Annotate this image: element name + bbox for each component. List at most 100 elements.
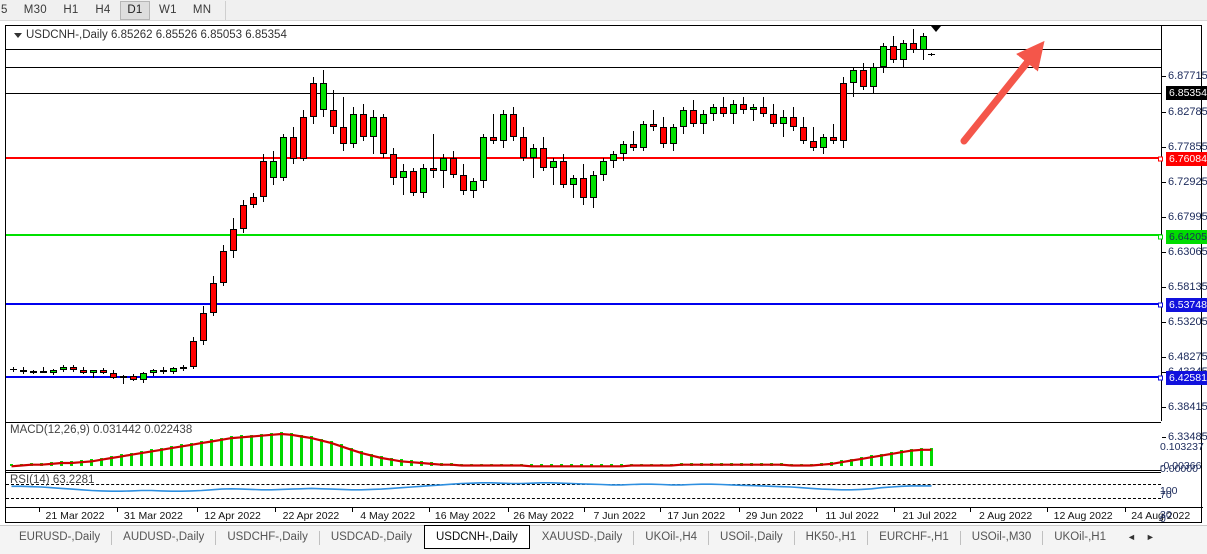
tab-separator	[111, 531, 113, 545]
candle-body	[760, 107, 767, 114]
candle-body	[680, 110, 687, 128]
candle-body	[610, 154, 617, 162]
candle-body	[460, 174, 467, 192]
price-level-line-6.76084[interactable]	[6, 157, 1161, 159]
timeframe-button-m30[interactable]: M30	[23, 4, 47, 16]
candle-wick	[783, 110, 784, 138]
chart-tab-eurusd--daily[interactable]: EURUSD-,Daily	[19, 531, 101, 543]
candlestick	[630, 26, 637, 421]
price-tick	[1162, 407, 1166, 408]
price-tick	[1162, 182, 1166, 183]
level-handle-icon[interactable]	[1158, 375, 1163, 381]
candle-body	[330, 110, 337, 128]
macd-histogram-bar	[570, 464, 573, 466]
chevron-down-icon[interactable]	[14, 32, 22, 38]
candlestick	[130, 26, 137, 421]
candlestick	[490, 26, 497, 421]
level-handle-icon[interactable]	[1158, 234, 1163, 240]
candle-body	[250, 196, 257, 205]
date-axis[interactable]: 21 Mar 2022 31 Mar 2022 12 Apr 2022 22 Apr …	[6, 507, 1203, 523]
candle-body	[360, 113, 367, 138]
price-pane[interactable]	[6, 26, 1161, 421]
candle-body	[390, 154, 397, 178]
chart-tab-usdchf--daily[interactable]: USDCHF-,Daily	[227, 531, 308, 543]
macd-histogram-bar	[10, 464, 13, 466]
timeframe-button-5[interactable]: 5	[1, 4, 8, 16]
candlestick	[430, 26, 437, 421]
candle-body	[750, 107, 757, 111]
chart-tab-usdcad--daily[interactable]: USDCAD-,Daily	[330, 531, 412, 543]
scroll-left-icon[interactable]: ◄	[1127, 531, 1136, 542]
candle-body	[840, 83, 847, 141]
price-label-6.85354: 6.85354	[1166, 86, 1207, 100]
candle-body	[790, 117, 797, 128]
timeframe-button-d1[interactable]: D1	[119, 0, 150, 20]
price-tick	[1162, 76, 1166, 77]
chart-tab-eurchf--h1[interactable]: EURCHF-,H1	[879, 531, 949, 543]
candle-body	[240, 204, 247, 229]
chart-tab-hk50--h1[interactable]: HK50-,H1	[805, 531, 857, 543]
tab-separator	[708, 531, 710, 545]
chart-area[interactable]: USDCNH-,Daily 6.85262 6.85526 6.85053 6.…	[5, 25, 1207, 524]
date-label: 17 Jun 2022	[667, 510, 726, 522]
candle-wick	[343, 96, 344, 151]
toolbar-divider	[225, 0, 227, 20]
macd-histogram-bar	[530, 464, 533, 466]
timeframe-button-h1[interactable]: H1	[63, 4, 79, 16]
macd-histogram-bar	[580, 464, 583, 466]
timeframe-button-mn[interactable]: MN	[192, 4, 212, 16]
candle-body	[480, 137, 487, 182]
macd-histogram-bar	[920, 447, 923, 466]
date-tick	[274, 508, 276, 512]
chart-tab-audusd--daily[interactable]: AUDUSD-,Daily	[123, 531, 205, 543]
macd-histogram-bar	[540, 464, 543, 466]
price-label-6.64205: 6.64205	[1166, 230, 1207, 244]
candle-body	[180, 366, 187, 369]
price-level-line-6.64205[interactable]	[6, 234, 1161, 236]
candle-body	[430, 167, 437, 172]
candle-body	[910, 42, 917, 50]
price-level-line-6.53748[interactable]	[6, 303, 1161, 305]
candlestick	[620, 26, 627, 421]
price-axis[interactable]: 6.87715 6.85354 6.82785 6.77855 6.76084 6.729…	[1158, 26, 1207, 524]
timeframe-buttons: 5 M30 H1 H4 D1 W1 MN	[0, 0, 219, 20]
candlestick	[650, 26, 657, 421]
chart-tabs: EURUSD-,Daily AUDUSD-,Daily USDCHF-,Daily U…	[8, 525, 1117, 549]
chart-tab-ukoil--h1[interactable]: UKOil-,H1	[1054, 531, 1106, 543]
candlestick	[280, 26, 287, 421]
candle-body	[660, 127, 667, 145]
macd-histogram-bar	[400, 459, 403, 466]
level-handle-icon[interactable]	[1158, 302, 1163, 308]
level-handle-icon[interactable]	[1158, 156, 1163, 162]
tab-separator	[215, 531, 217, 545]
date-label: 24 Aug 2022	[1131, 510, 1191, 522]
price-level-line-6.42581[interactable]	[6, 376, 1161, 378]
chart-tab-usoil--m30[interactable]: USOil-,M30	[971, 531, 1032, 543]
timeframe-button-w1[interactable]: W1	[158, 4, 177, 16]
price-label-6.87715: 6.87715	[1168, 70, 1207, 82]
candlestick	[720, 26, 727, 421]
price-label-6.53205: 6.53205	[1168, 316, 1207, 328]
candlestick	[100, 26, 107, 421]
date-label: 21 Jul 2022	[902, 510, 957, 522]
candlestick	[850, 26, 857, 421]
candle-body	[850, 69, 857, 84]
macd-histogram-bar	[130, 452, 133, 466]
timeframe-button-h4[interactable]: H4	[95, 4, 111, 16]
macd-indicator-pane[interactable]: MACD(12,26,9) 0.031442 0.022438	[6, 422, 1161, 471]
macd-signal-line	[11, 432, 932, 468]
candlestick	[790, 26, 797, 421]
candle-body	[650, 123, 657, 128]
macd-histogram-bar	[900, 450, 903, 466]
chart-tab-xauusd--daily[interactable]: XAUUSD-,Daily	[541, 531, 623, 543]
rsi-indicator-pane[interactable]: RSI(14) 63.2281	[6, 472, 1161, 507]
macd-histogram-bar	[240, 435, 243, 466]
chart-tab-usoil--daily[interactable]: USOil-,Daily	[720, 531, 783, 543]
macd-histogram-bar	[330, 441, 333, 466]
candle-body	[350, 113, 357, 145]
scroll-right-icon[interactable]: ►	[1145, 531, 1155, 542]
chart-tab-usdcnh--daily[interactable]: USDCNH-,Daily	[423, 525, 530, 549]
price-tick	[1162, 437, 1166, 438]
candle-wick	[433, 134, 434, 178]
chart-tab-ukoil--h4[interactable]: UKOil-,H4	[645, 531, 698, 543]
